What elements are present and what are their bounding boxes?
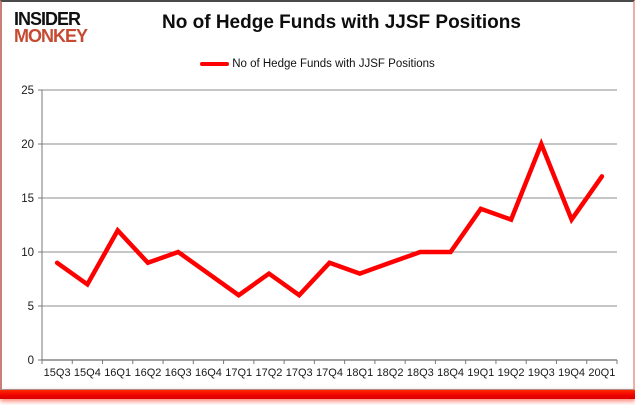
- x-tick-label: 18Q2: [377, 367, 404, 379]
- x-tick-label: 17Q3: [286, 367, 313, 379]
- y-tick-label: 5: [28, 301, 34, 313]
- x-tick-label: 19Q1: [467, 367, 494, 379]
- x-tick-label: 16Q2: [134, 367, 161, 379]
- x-tick-label: 19Q2: [498, 367, 525, 379]
- x-tick-label: 15Q4: [74, 367, 101, 379]
- x-tick-label: 15Q3: [44, 367, 71, 379]
- x-tick-label: 18Q1: [346, 367, 373, 379]
- x-tick-label: 16Q1: [104, 367, 131, 379]
- x-tick-label: 16Q4: [195, 367, 222, 379]
- chart-card: 0 5 10 15 20 25 15Q3 15Q4 16Q1 16Q2 16Q3 16Q4 17Q1 17…: [0, 0, 635, 390]
- x-tick-label: 17Q1: [225, 367, 252, 379]
- x-tick-label: 18Q4: [437, 367, 464, 379]
- x-tick-label: 16Q3: [165, 367, 192, 379]
- logo-text-insider: INSIDER: [14, 9, 81, 29]
- legend-line-swatch: [200, 62, 230, 66]
- y-tick-label: 0: [28, 355, 34, 367]
- bottom-red-bar: [0, 390, 635, 399]
- x-tick-label: 19Q4: [558, 367, 585, 379]
- line-chart-plot: 0 5 10 15 20 25 15Q3 15Q4 16Q1 16Q2 16Q3 16Q4 17Q1 17…: [21, 85, 618, 379]
- legend: No of Hedge Funds with JJSF Positions: [2, 58, 633, 70]
- y-tick-label: 20: [21, 139, 34, 151]
- legend-label: No of Hedge Funds with JJSF Positions: [232, 58, 435, 70]
- y-tick-label: 10: [21, 247, 34, 259]
- y-tick-label: 15: [21, 193, 34, 205]
- insider-monkey-logo: INSIDER MONKEY: [14, 9, 88, 46]
- series-line: [54, 137, 605, 299]
- x-tick-label: 18Q3: [407, 367, 434, 379]
- x-tick-label: 20Q1: [588, 367, 615, 379]
- logo-text-monkey: MONKEY: [14, 26, 88, 46]
- chart-title: No of Hedge Funds with JJSF Positions: [162, 12, 521, 33]
- x-tick-label: 19Q3: [528, 367, 555, 379]
- x-tick-label: 17Q2: [256, 367, 283, 379]
- x-tick-label: 17Q4: [316, 367, 343, 379]
- y-tick-label: 25: [21, 85, 34, 97]
